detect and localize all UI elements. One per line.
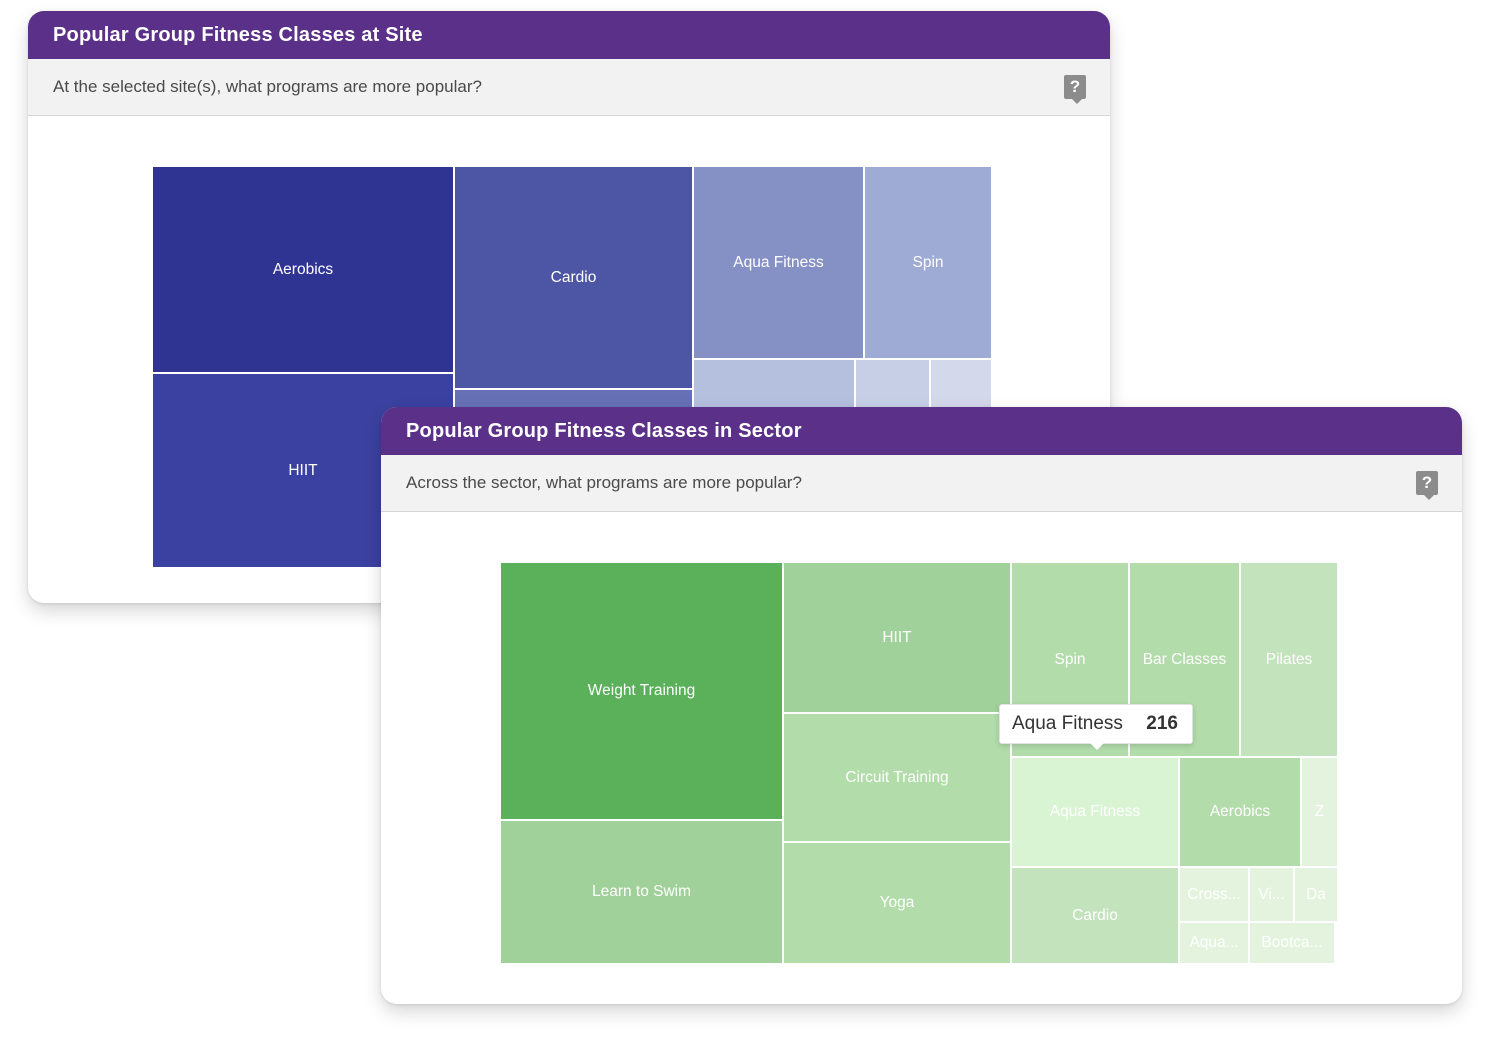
sector-classes-card: Popular Group Fitness Classes in Sector … <box>381 407 1462 1004</box>
tooltip-label: Aqua Fitness <box>1012 713 1123 734</box>
site-classes-card: Popular Group Fitness Classes at Site At… <box>28 11 1110 603</box>
treemap-cell-cardio[interactable]: Cardio <box>454 166 693 389</box>
card-title: Popular Group Fitness Classes at Site <box>53 23 423 46</box>
treemap-cell-label: Pilates <box>1265 650 1313 668</box>
treemap-cell-label: Bar Classes <box>1142 650 1227 668</box>
tooltip-value: 216 <box>1146 713 1178 734</box>
card-header: Popular Group Fitness Classes at Site <box>28 11 1110 59</box>
help-question-icon[interactable]: ? <box>1416 471 1438 500</box>
treemap-cell-label: HIIT <box>288 461 318 479</box>
treemap-cell-label: Weight Training <box>587 682 696 699</box>
treemap-cell-hiit[interactable]: HIIT <box>783 562 1011 713</box>
treemap-cell-label: Spin <box>912 253 944 271</box>
card-question-bar: At the selected site(s), what programs a… <box>28 59 1110 116</box>
card-question: Across the sector, what programs are mor… <box>406 473 802 492</box>
treemap-cell-bootca[interactable]: Bootca... <box>1249 922 1335 964</box>
treemap-cell-label: Learn to Swim <box>591 883 692 900</box>
card-title: Popular Group Fitness Classes in Sector <box>406 419 802 442</box>
treemap-cell-label: Spin <box>1054 650 1086 668</box>
treemap-cell-label: Z <box>1314 803 1325 820</box>
site-treemap-chart: Aerobics HIIT Cardio Aqua Fitness Spin <box>152 166 992 568</box>
treemap-cell-aqua-fitness[interactable]: Aqua Fitness <box>1011 757 1179 867</box>
treemap-cell-label: Yoga <box>879 894 915 911</box>
treemap-cell-label: Da <box>1306 885 1326 903</box>
treemap-cell-label: Aqua Fitness <box>733 253 824 271</box>
treemap-cell-label: Vi... <box>1258 885 1285 903</box>
treemap-cell-pilates[interactable]: Pilates <box>1240 562 1338 757</box>
card-header: Popular Group Fitness Classes in Sector <box>381 407 1462 455</box>
treemap-cell-aerobics[interactable]: Aerobics <box>152 166 454 373</box>
card-question-bar: Across the sector, what programs are mor… <box>381 455 1462 512</box>
treemap-cell-z[interactable]: Z <box>1301 757 1338 867</box>
treemap-cell-label: HIIT <box>882 628 912 646</box>
treemap-cell-yoga[interactable]: Yoga <box>783 842 1011 964</box>
card-question: At the selected site(s), what programs a… <box>53 77 482 96</box>
treemap-cell-learn-to-swim[interactable]: Learn to Swim <box>500 820 783 964</box>
treemap-cell-label: Aqua Fitness <box>1049 803 1141 820</box>
treemap-cell-aqua-fitness[interactable]: Aqua Fitness <box>693 166 864 359</box>
treemap-cell-cardio[interactable]: Cardio <box>1011 867 1179 964</box>
sector-treemap-chart: Weight Training Learn to Swim HIIT Circuit … <box>500 562 1338 964</box>
treemap-cell-label: Aqua... <box>1189 934 1239 951</box>
treemap-cell-label: Cardio <box>1072 906 1118 924</box>
treemap-cell-label: Circuit Training <box>845 768 949 786</box>
treemap-cell-cross[interactable]: Cross... <box>1179 867 1249 922</box>
treemap-cell-spin[interactable]: Spin <box>864 166 992 359</box>
treemap-cell-label: Aerobics <box>272 260 334 278</box>
treemap-cell-label: Bootca... <box>1261 934 1323 951</box>
treemap-cell-vi[interactable]: Vi... <box>1249 867 1294 922</box>
help-question-icon[interactable]: ? <box>1064 75 1086 104</box>
treemap-cell-label: Cross... <box>1187 885 1241 903</box>
treemap-cell-label: Aerobics <box>1209 803 1271 820</box>
treemap-tooltip: Aqua Fitness 216 <box>999 704 1193 750</box>
treemap-cell-da[interactable]: Da <box>1294 867 1338 922</box>
treemap-cell-aqua[interactable]: Aqua... <box>1179 922 1249 964</box>
treemap-cell-circuit-training[interactable]: Circuit Training <box>783 713 1011 842</box>
treemap-cell-aerobics[interactable]: Aerobics <box>1179 757 1301 867</box>
treemap-cell-label: Cardio <box>550 268 597 286</box>
treemap-cell-weight-training[interactable]: Weight Training <box>500 562 783 820</box>
